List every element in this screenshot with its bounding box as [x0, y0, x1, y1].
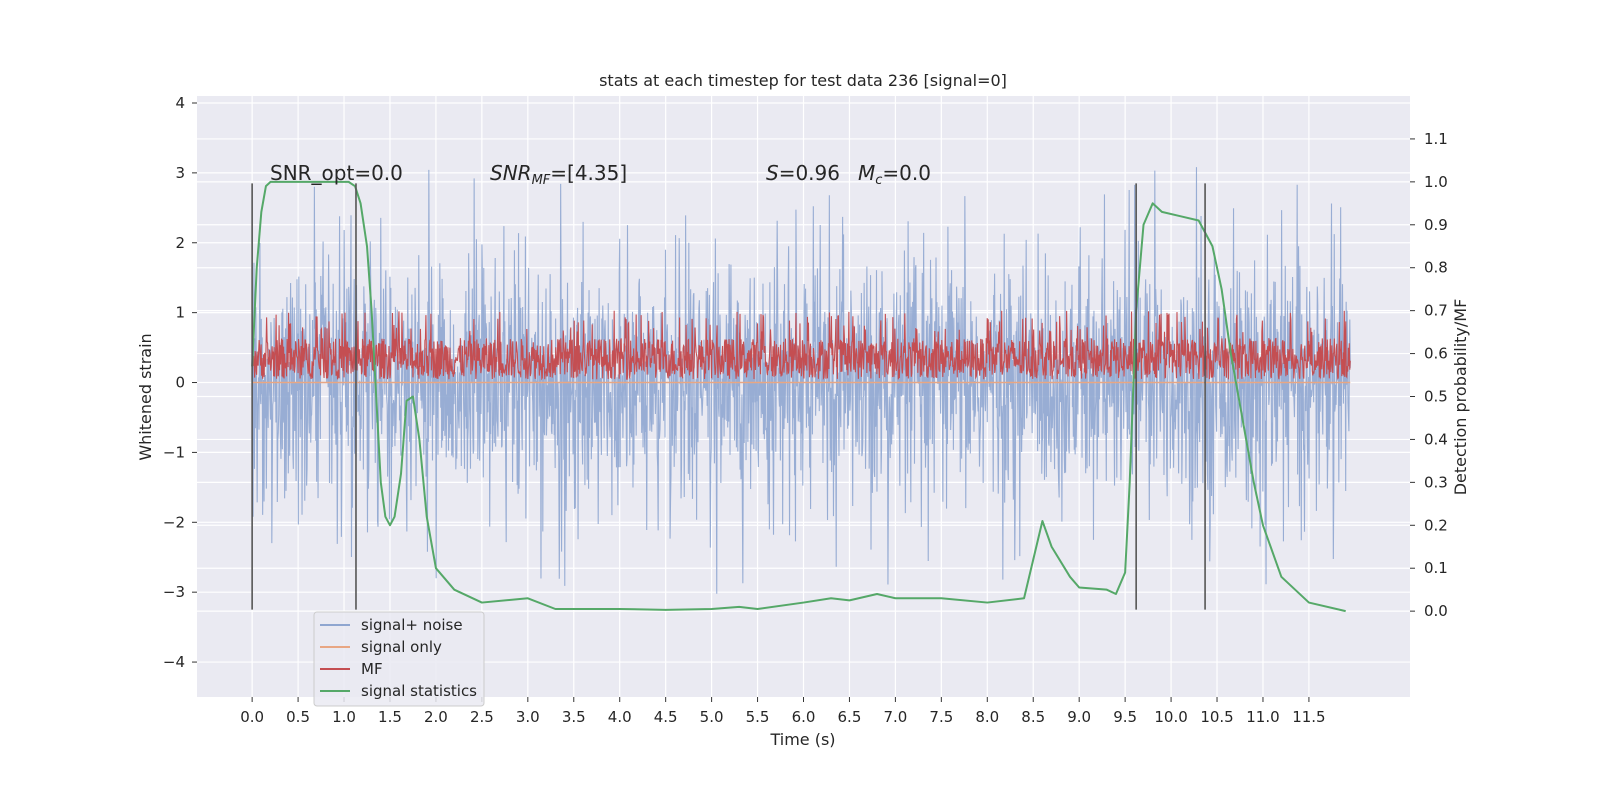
- data-layer: [251, 167, 1351, 613]
- y-right-tick-label: 0.5: [1424, 388, 1448, 406]
- annotation-s-main: S: [766, 161, 779, 185]
- series-signal-statistics: [251, 180, 1346, 613]
- annotation-snr-mf-main: SNR: [490, 161, 532, 185]
- y-right-tick-label: 0.3: [1424, 473, 1448, 491]
- annotation-mc-sub: c: [875, 173, 882, 188]
- x-tick-label: 9.0: [1067, 708, 1091, 726]
- series-mf: [251, 310, 1351, 381]
- y-left-tick-label: 4: [175, 94, 185, 112]
- chart-title: stats at each timestep for test data 236…: [599, 71, 1007, 90]
- y-left-tick-label: 2: [175, 234, 185, 252]
- y-right-tick-label: 0.7: [1424, 302, 1448, 320]
- y-axis-label-left: Whitened strain: [136, 333, 155, 460]
- x-tick-label: 1.5: [378, 708, 402, 726]
- x-tick-label: 7.0: [883, 708, 907, 726]
- legend-box: [313, 611, 485, 707]
- annotation-mc-main: M: [858, 161, 875, 185]
- y-left-tick-label: −4: [163, 653, 185, 671]
- x-tick-label: 8.0: [975, 708, 999, 726]
- y-left-tick-label: −1: [163, 443, 185, 461]
- y-left-tick-label: −3: [163, 583, 185, 601]
- y-right-tick-label: 0.2: [1424, 516, 1448, 534]
- y-right-tick-label: 0.0: [1424, 602, 1448, 620]
- y-left-tick-label: 0: [175, 374, 185, 392]
- x-tick-label: 0.5: [286, 708, 310, 726]
- x-tick-label: 4.0: [608, 708, 632, 726]
- legend: signal+ noise signal only MF signal stat…: [313, 611, 485, 707]
- x-tick-label: 1.0: [332, 708, 356, 726]
- x-tick-label: 2.5: [470, 708, 494, 726]
- x-tick-label: 8.5: [1021, 708, 1045, 726]
- y-right-tick-label: 1.1: [1424, 130, 1448, 148]
- y-right-tick-label: 0.9: [1424, 216, 1448, 234]
- annotation-mc: Mc=0.0: [858, 161, 931, 188]
- annotation-snr-opt: SNR_opt=0.0: [270, 161, 403, 185]
- y-right-tick-label: 0.6: [1424, 345, 1448, 363]
- x-tick-label: 0.0: [240, 708, 264, 726]
- y-left-tick-label: 1: [175, 304, 185, 322]
- x-tick-label: 3.5: [562, 708, 586, 726]
- annotation-snr-mf-sub: MF: [532, 173, 551, 188]
- x-tick-label: 10.0: [1154, 708, 1187, 726]
- legend-label-signal-only: signal only: [361, 638, 442, 656]
- x-tick-label: 11.0: [1246, 708, 1279, 726]
- annotation-snr-mf: SNRMF=[4.35]: [490, 161, 627, 188]
- y-left-tick-label: −2: [163, 513, 185, 531]
- x-tick-label: 6.0: [792, 708, 816, 726]
- legend-label-signal-statistics: signal statistics: [361, 682, 477, 700]
- x-tick-label: 6.5: [838, 708, 862, 726]
- annotation-mc-val: =0.0: [882, 161, 931, 185]
- annotation-s-val: =0.96: [779, 161, 840, 185]
- annotation-snr-mf-val: =[4.35]: [550, 161, 627, 185]
- vertical-marker-lines: [251, 183, 1206, 610]
- y-right-tick-label: 0.4: [1424, 430, 1448, 448]
- x-tick-label: 4.5: [654, 708, 678, 726]
- x-tick-label: 5.5: [746, 708, 770, 726]
- legend-label-mf: MF: [361, 660, 383, 678]
- x-axis-label: Time (s): [769, 730, 835, 749]
- y-right-tick-label: 1.0: [1424, 173, 1448, 191]
- x-tick-label: 10.5: [1200, 708, 1233, 726]
- annotation-s: S=0.96: [766, 161, 840, 185]
- y-axis-label-right: Detection probability/MF: [1451, 299, 1470, 496]
- x-tick-label: 2.0: [424, 708, 448, 726]
- x-tick-label: 3.0: [516, 708, 540, 726]
- x-tick-label: 11.5: [1292, 708, 1325, 726]
- x-tick-label: 5.0: [700, 708, 724, 726]
- x-tick-label: 9.5: [1113, 708, 1137, 726]
- legend-label-signal-noise: signal+ noise: [361, 616, 463, 634]
- y-right-tick-label: 0.1: [1424, 559, 1448, 577]
- x-tick-label: 7.5: [929, 708, 953, 726]
- y-left-tick-label: 3: [175, 164, 185, 182]
- axes: 0.0 0.5 1.0 1.5 2.0 2.5 3.0 3.5 4.0 4.5 5.0 5.5 6.0 6…: [163, 94, 1448, 726]
- y-right-tick-label: 0.8: [1424, 259, 1448, 277]
